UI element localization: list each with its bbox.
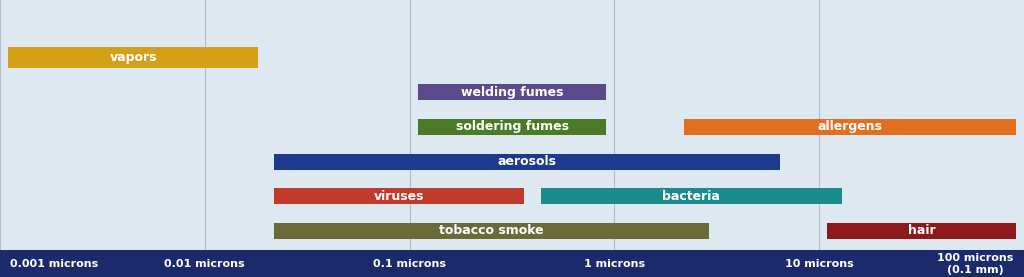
Text: aerosols: aerosols [498,155,557,168]
FancyBboxPatch shape [684,119,1016,135]
Text: 0.001 microns: 0.001 microns [10,259,98,269]
Text: soldering fumes: soldering fumes [456,120,568,134]
Text: allergens: allergens [817,120,883,134]
Text: 100 microns
(0.1 mm): 100 microns (0.1 mm) [937,253,1014,275]
Text: 10 microns: 10 microns [784,259,854,269]
FancyBboxPatch shape [541,188,842,204]
Text: viruses: viruses [374,190,425,203]
FancyBboxPatch shape [418,84,606,101]
FancyBboxPatch shape [418,119,606,135]
Text: 0.01 microns: 0.01 microns [165,259,245,269]
Text: 1 microns: 1 microns [584,259,645,269]
FancyBboxPatch shape [274,153,780,170]
FancyBboxPatch shape [8,47,258,68]
Text: bacteria: bacteria [663,190,720,203]
FancyBboxPatch shape [827,223,1016,239]
Text: hair: hair [908,224,935,237]
Text: tobacco smoke: tobacco smoke [439,224,544,237]
FancyBboxPatch shape [0,250,1024,277]
Text: 0.1 microns: 0.1 microns [373,259,446,269]
FancyBboxPatch shape [274,223,709,239]
FancyBboxPatch shape [274,188,524,204]
Text: vapors: vapors [110,51,157,64]
Text: welding fumes: welding fumes [461,86,563,99]
